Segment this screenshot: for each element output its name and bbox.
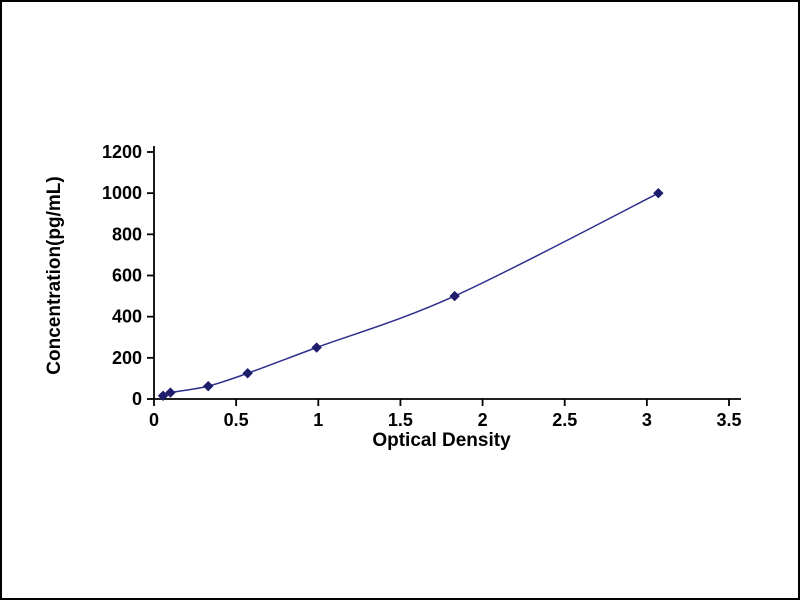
y-tick-label: 800 <box>112 224 142 244</box>
x-tick-label: 2.5 <box>552 410 577 430</box>
x-axis-title: Optical Density <box>372 430 511 451</box>
y-axis-title: Concentration(pg/mL) <box>44 176 65 375</box>
data-point-marker <box>242 368 253 379</box>
data-point-marker <box>203 380 214 392</box>
series-standard-curve <box>157 187 664 401</box>
x-tick-label: 3.5 <box>716 410 741 430</box>
x-axis: 0 0.5 1 1.5 2 2.5 3 3.5 <box>149 398 742 430</box>
y-tick-label: 0 <box>132 389 142 409</box>
data-point-marker <box>653 187 664 199</box>
y-tick-label: 200 <box>112 348 142 368</box>
y-tick-label: 1200 <box>102 142 142 162</box>
x-tick-label: 0 <box>149 410 159 430</box>
y-tick-label: 1000 <box>102 183 142 203</box>
data-point-marker <box>311 342 322 353</box>
curve-line <box>162 192 659 397</box>
y-tick-label: 400 <box>112 307 142 327</box>
x-tick-label: 0.5 <box>224 410 249 430</box>
data-point-marker <box>165 387 176 398</box>
x-tick-label: 1.5 <box>388 410 413 430</box>
y-axis: 0 200 400 600 800 1000 1200 <box>102 142 155 409</box>
y-tick-label: 600 <box>112 266 142 286</box>
data-point-marker <box>449 290 460 302</box>
data-point-marker <box>157 390 169 401</box>
x-tick-label: 1 <box>313 410 323 430</box>
x-tick-label: 3 <box>642 410 652 430</box>
x-tick-label: 2 <box>478 410 488 430</box>
